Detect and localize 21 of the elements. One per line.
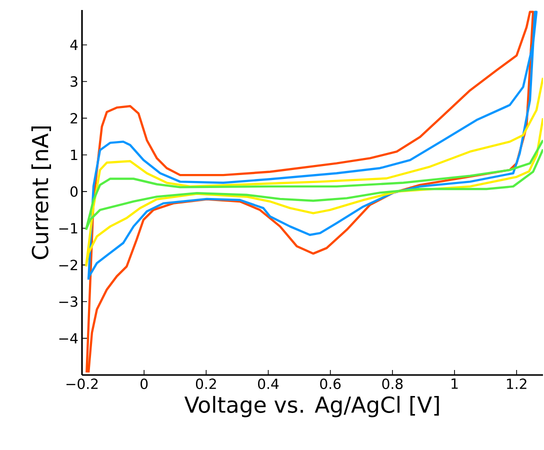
y-tick-label: −2 <box>59 260 78 270</box>
y-tick-label: −1 <box>59 223 78 234</box>
x-tick-label: 0.2 <box>196 378 216 390</box>
y-tick-label: 2 <box>70 113 78 124</box>
y-tick-label: 3 <box>70 76 78 87</box>
y-tick-label: 0 <box>70 186 78 197</box>
x-tick-label: 0.4 <box>258 378 279 390</box>
x-tick-label: 1.2 <box>507 378 526 389</box>
x-tick-label: 0.8 <box>382 378 403 390</box>
x-tick-label: −0.2 <box>66 378 98 390</box>
x-tick-label: 0.6 <box>320 378 341 390</box>
line-series <box>86 10 534 374</box>
x-axis-title: Voltage vs. Ag/AgCl [V] <box>184 396 439 418</box>
y-tick-label: −3 <box>59 296 78 307</box>
line-series <box>87 10 538 281</box>
y-tick-label: 1 <box>71 150 78 160</box>
x-tick-label: 1 <box>452 378 458 389</box>
y-axis-title: Current [nA] <box>31 126 52 260</box>
x-tick-label: 0 <box>140 378 148 390</box>
y-tick-label: −4 <box>59 333 78 344</box>
y-tick-label: 4 <box>70 40 78 50</box>
